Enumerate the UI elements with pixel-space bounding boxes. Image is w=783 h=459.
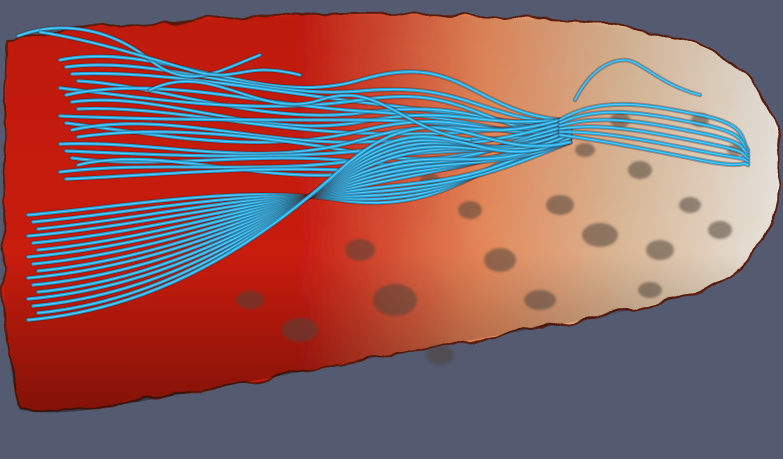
surface-cavity (708, 221, 732, 239)
streamline-tube (559, 111, 749, 154)
streamline-tube (27, 133, 571, 279)
streamline-tube (59, 87, 561, 137)
streamline-tube (39, 31, 301, 76)
streamline-tube (32, 141, 571, 265)
streamline-tube (71, 99, 561, 127)
streamline-tube (574, 59, 701, 101)
surface-cavity (679, 197, 701, 213)
streamline-tube (59, 119, 561, 155)
surface-cavity (484, 248, 516, 272)
surface-cavity (282, 318, 318, 342)
surface-cavity (582, 223, 618, 247)
streamline-tube (559, 103, 749, 151)
surface-cavity (575, 143, 595, 157)
streamline-tube (65, 123, 561, 157)
surface-cavity (628, 161, 652, 179)
streamline-tube (17, 27, 261, 77)
surface-cavity (524, 290, 556, 310)
streamline-tube (559, 134, 749, 166)
surface-cavity (646, 240, 674, 260)
surface-cavity (458, 201, 482, 219)
streamline-tube (559, 126, 749, 160)
surface-cavity (546, 195, 574, 215)
streamline-tube (559, 131, 749, 163)
streamline-tube (65, 64, 561, 125)
streamline-tube (27, 141, 571, 237)
surface-cavities (236, 112, 743, 365)
surface-cavity (345, 239, 375, 261)
streamline-tube (27, 127, 571, 321)
streamline-tube (149, 80, 471, 141)
streamline-tube (32, 129, 571, 244)
streamline-tube (59, 55, 561, 121)
surface-cavity (236, 291, 264, 309)
surface-cavity (638, 282, 662, 298)
surface-cavity (426, 345, 454, 365)
streamline-tube (77, 80, 561, 133)
streamline-tube (559, 119, 749, 157)
surface-cavity (373, 284, 417, 316)
streamline-tubes (15, 25, 751, 323)
